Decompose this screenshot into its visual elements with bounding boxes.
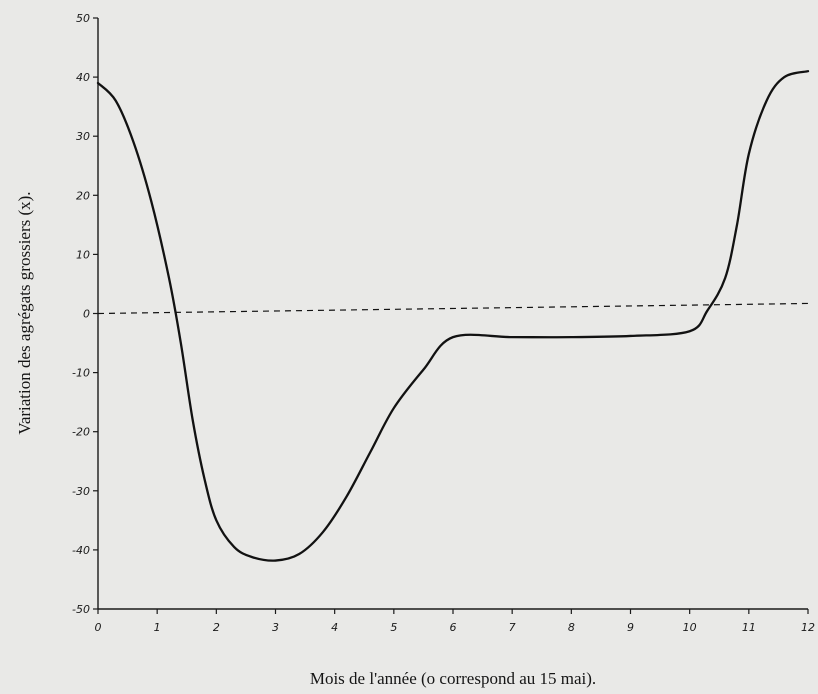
x-tick-label: 3 [272, 621, 279, 634]
series-line-solid [96, 70, 810, 562]
x-tick-label: 9 [627, 621, 634, 634]
x-tick-label: 6 [450, 621, 457, 634]
y-tick-label: -10 [72, 367, 90, 380]
x-tick-label: 5 [390, 621, 397, 634]
y-tick-label: 50 [76, 12, 90, 25]
x-tick-label: 2 [213, 621, 220, 634]
x-axis-title: Mois de l'année (o correspond au 15 mai)… [310, 669, 596, 688]
y-tick-label: 10 [76, 248, 90, 261]
y-tick-label: -30 [72, 485, 90, 498]
x-tick-label: 1 [154, 621, 161, 634]
y-axis-title: Variation des agrégats grossiers (x). [15, 191, 34, 434]
y-ticks-group: 50 40 30 20 10 0 -10 -20 -30 -40 -50 [72, 12, 98, 616]
y-tick-label: -40 [72, 544, 90, 557]
x-tick-label: 10 [683, 621, 697, 634]
series-line-dashed-baseline [97, 302, 809, 315]
x-tick-label: 8 [568, 621, 575, 634]
y-tick-label: -20 [72, 426, 90, 439]
y-tick-label: 0 [83, 308, 90, 321]
y-tick-label: 20 [76, 189, 90, 202]
y-tick-label: 40 [76, 71, 90, 84]
series-layer [96, 70, 810, 562]
x-tick-label: 11 [742, 621, 756, 634]
x-ticks-group: 0 1 2 3 4 5 6 7 8 9 10 11 12 [95, 609, 815, 634]
y-tick-label: 30 [76, 130, 90, 143]
x-tick-label: 7 [509, 621, 516, 634]
x-tick-label: 0 [95, 621, 102, 634]
x-tick-label: 12 [801, 621, 815, 634]
y-tick-label: -50 [72, 603, 90, 616]
x-tick-label: 4 [331, 621, 338, 634]
